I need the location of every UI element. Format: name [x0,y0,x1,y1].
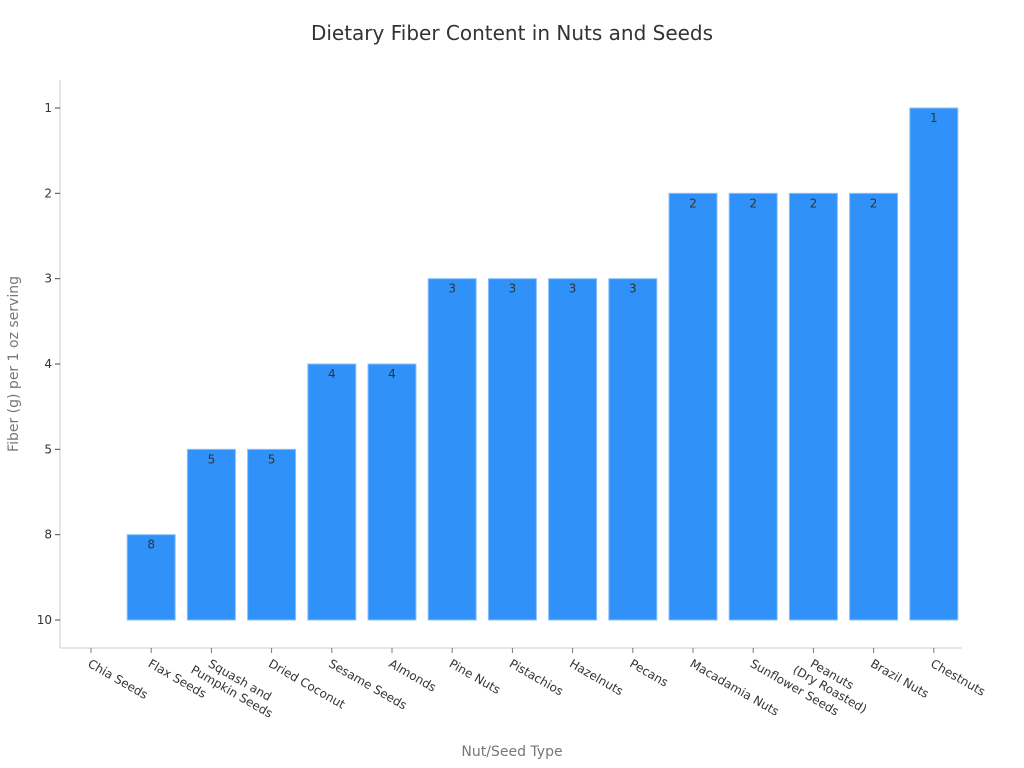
bar [608,278,658,621]
x-tick-label: Chestnuts [928,656,987,698]
bar-value-label: 2 [870,196,878,210]
bar-value-label: 3 [509,282,517,296]
bar-value-label: 5 [208,452,216,466]
bar-value-label: 3 [629,282,637,296]
x-tick-label: Pistachios [507,656,566,698]
bar-value-label: 2 [689,196,697,210]
x-tick-label: Hazelnuts [567,656,626,698]
bar [247,448,297,621]
bar-value-label: 8 [147,538,155,552]
bar-value-label: 4 [388,367,396,381]
y-tick-label: 3 [44,272,52,286]
bar [909,107,959,621]
bar [788,192,838,621]
bar [186,448,236,621]
bar [487,278,537,621]
bar [668,192,718,621]
x-tick-label: Pecans [627,656,670,689]
bar-value-label: 1 [930,111,938,125]
y-tick-label: 4 [44,357,52,371]
bars: 8 5 5 4 4 3 3 3 3 2 2 2 2 1 [126,107,959,621]
bar-value-label: 2 [749,196,757,210]
x-tick-label: Brazil Nuts [868,656,931,701]
x-tick-label: Almonds [387,656,439,694]
y-tick-label: 1 [44,101,52,115]
x-tick-label: Pine Nuts [447,656,503,696]
bar-value-label: 5 [268,452,276,466]
bar-value-label: 3 [448,282,456,296]
bar [367,363,417,621]
x-axis-title: Nut/Seed Type [461,744,562,760]
bar [548,278,598,621]
bar [728,192,778,621]
bar [849,192,899,621]
chart-title: Dietary Fiber Content in Nuts and Seeds [311,21,713,45]
y-tick-label: 2 [44,186,52,200]
bar-value-label: 3 [569,282,577,296]
bar-value-label: 2 [810,196,818,210]
bar [307,363,357,621]
y-tick-label: 5 [44,442,52,456]
y-tick-label: 10 [37,613,52,627]
y-axis-title: Fiber (g) per 1 oz serving [6,276,22,452]
x-tick-label: Chia Seeds [86,656,151,701]
bar [427,278,477,621]
bar-value-label: 4 [328,367,336,381]
bar [126,534,176,621]
y-tick-label: 8 [44,528,52,542]
y-axis: 1 2 3 4 5 8 10 [37,80,61,648]
